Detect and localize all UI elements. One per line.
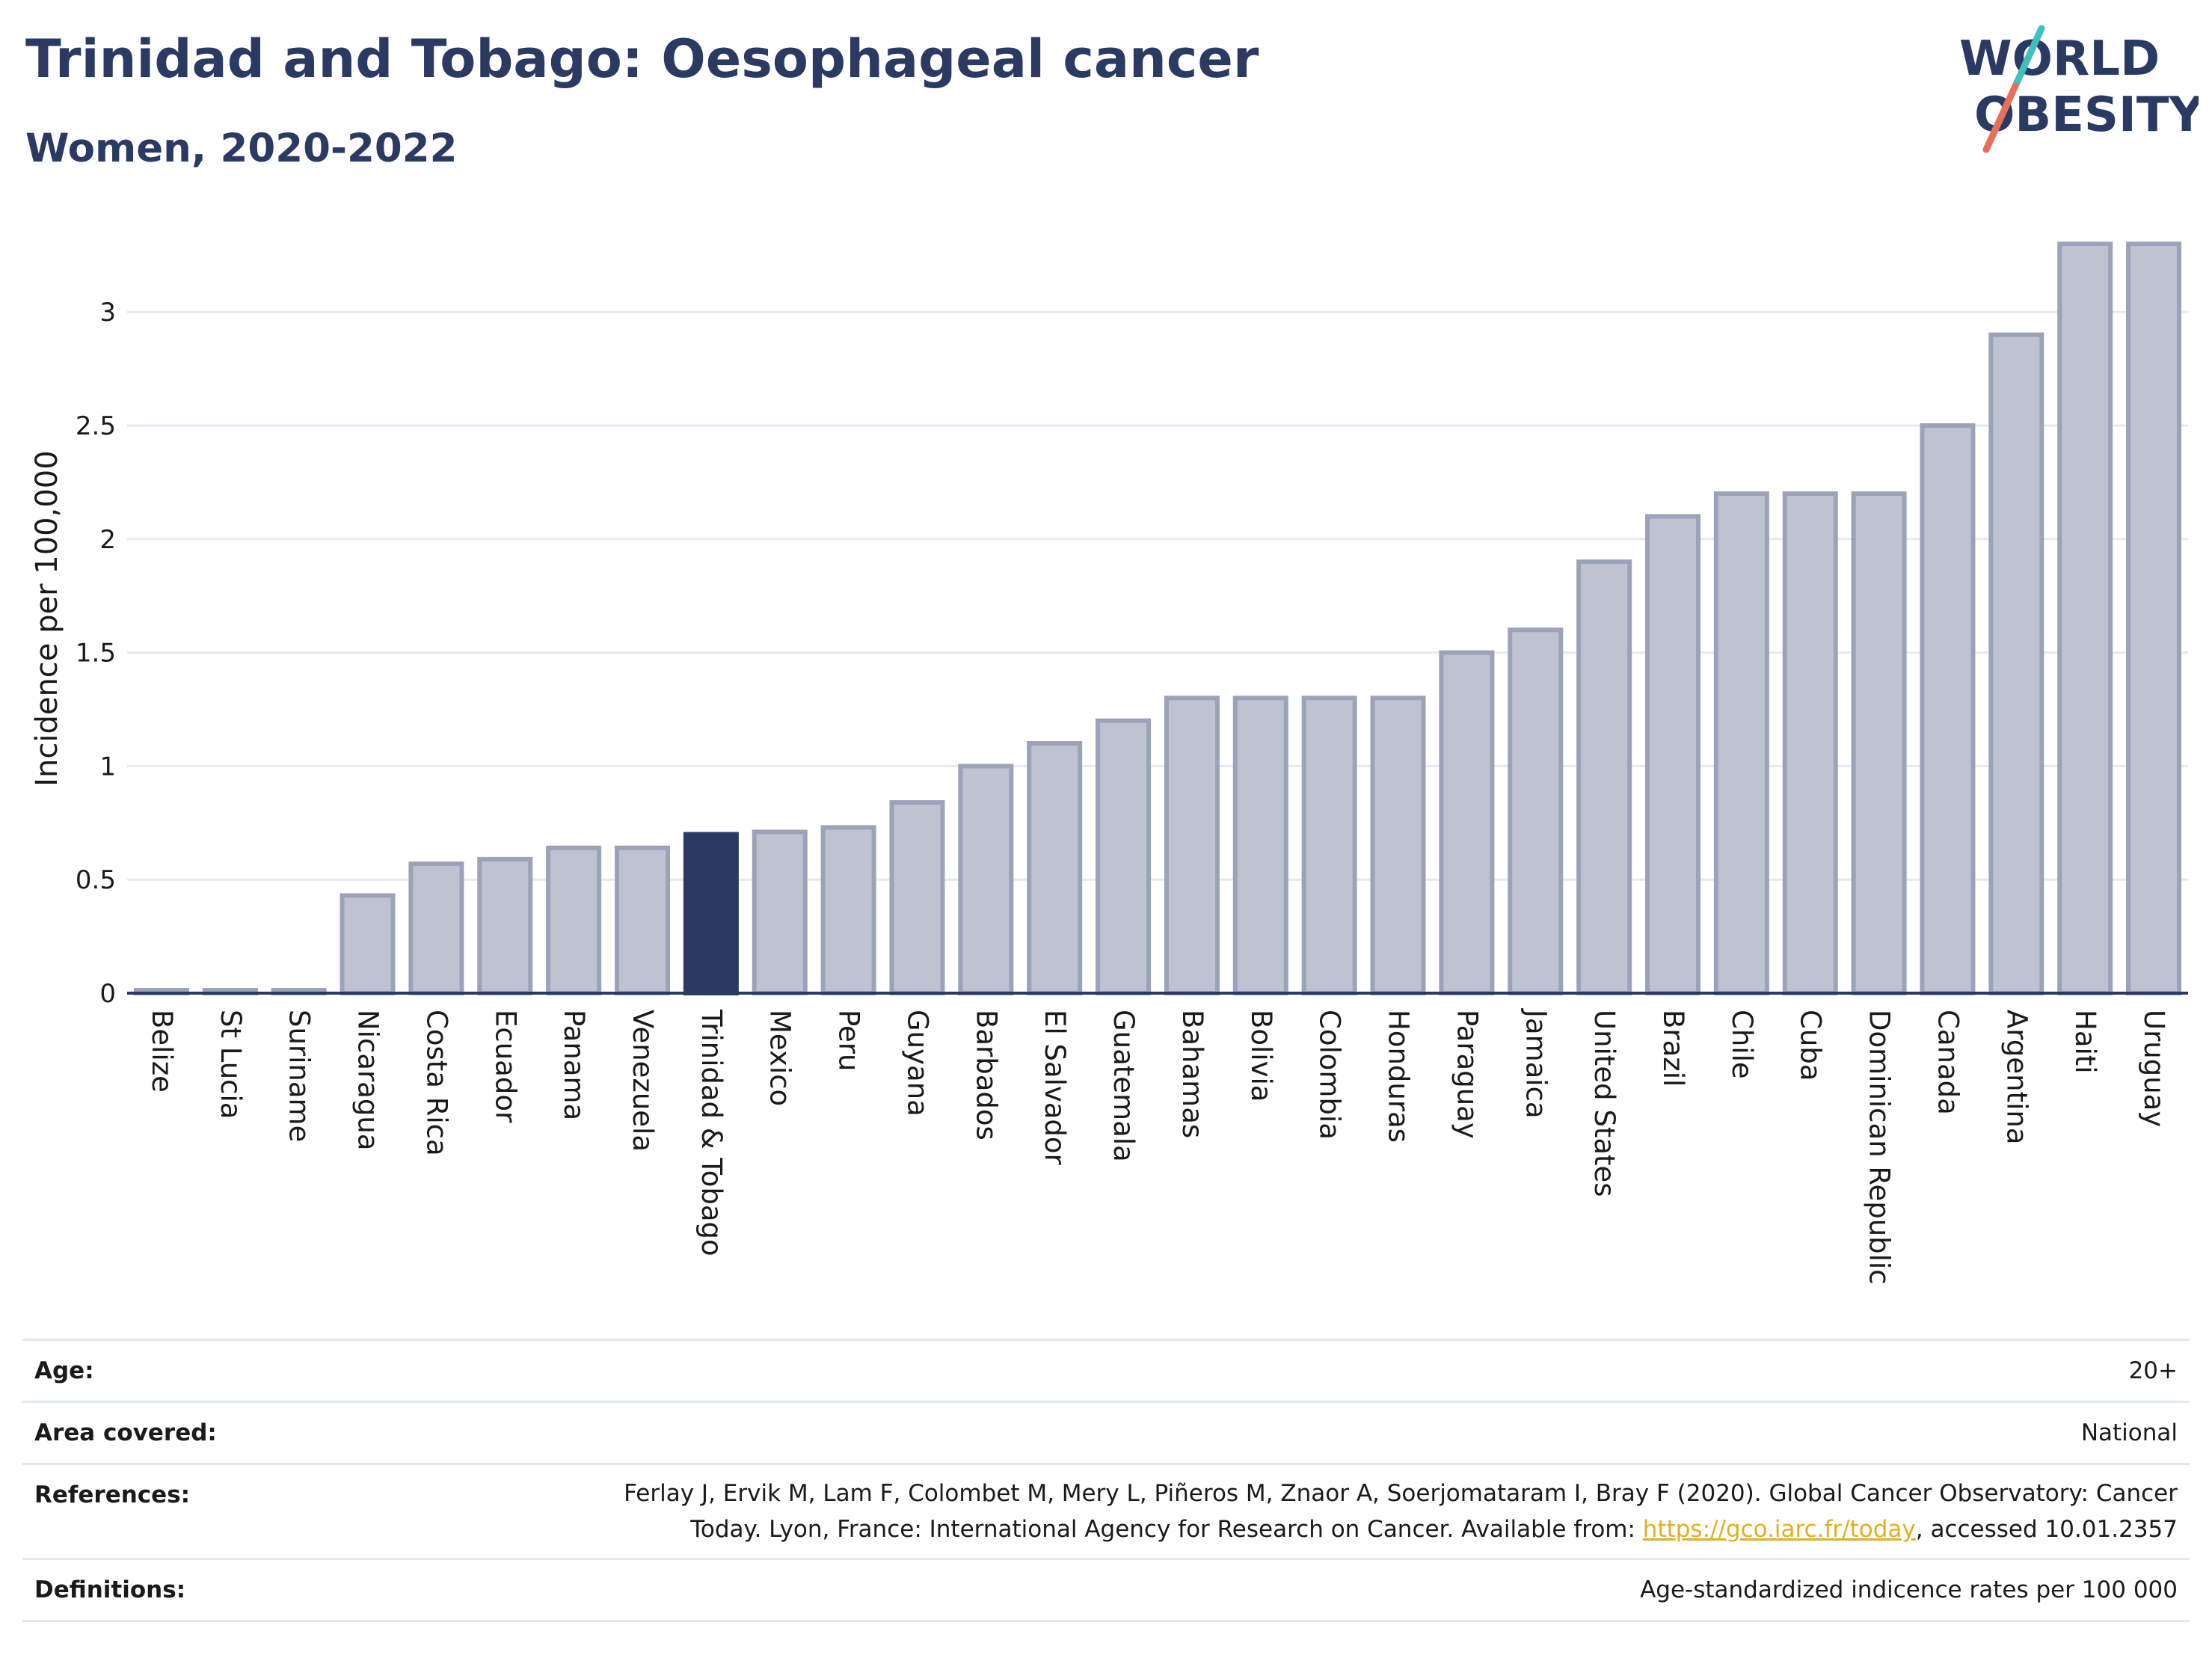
- x-tick-label: St Lucia: [215, 1010, 247, 1119]
- y-tick-label: 1: [99, 752, 116, 782]
- bar-honduras[interactable]: [1370, 696, 1426, 995]
- info-row-definitions: Definitions: Age-standardized indicence …: [22, 1558, 2190, 1622]
- definitions-value: Age-standardized indicence rates per 100…: [1640, 1576, 2178, 1603]
- x-tick-label: Brazil: [1657, 1010, 1689, 1087]
- world-obesity-logo: WORLD OBESITY: [1959, 25, 2199, 153]
- bar-cuba[interactable]: [1782, 491, 1838, 995]
- x-tick-label: Barbados: [970, 1010, 1002, 1140]
- references-line2-post: , accessed 10.01.2357: [1915, 1516, 2178, 1543]
- bar-barbados[interactable]: [958, 764, 1014, 996]
- x-tick-label: Guatemala: [1107, 1010, 1140, 1162]
- x-tick-label: Cuba: [1795, 1010, 1827, 1081]
- chart-title: Trinidad and Tobago: Oesophageal cancer: [25, 28, 1259, 90]
- age-value: 20+: [2128, 1357, 2178, 1384]
- bar-guyana[interactable]: [889, 799, 945, 995]
- y-axis-label: Incidence per 100,000: [30, 450, 64, 787]
- x-tick-label: Chile: [1726, 1010, 1758, 1079]
- x-tick-label: Jamaica: [1520, 1008, 1552, 1119]
- bar-bahamas[interactable]: [1164, 696, 1220, 995]
- bar-haiti[interactable]: [2057, 242, 2113, 995]
- x-tick-label: Guyana: [901, 1010, 933, 1117]
- x-tick-label: Belize: [146, 1010, 178, 1093]
- bar-guatemala[interactable]: [1096, 718, 1152, 995]
- y-tick-label: 2.5: [76, 411, 116, 441]
- bar-ecuador[interactable]: [477, 856, 533, 995]
- bar-brazil[interactable]: [1645, 514, 1701, 995]
- x-tick-label: Costa Rica: [420, 1010, 452, 1156]
- bar-argentina[interactable]: [1988, 332, 2044, 995]
- logo-slash-teal: [2012, 25, 2045, 90]
- references-value: Ferlay J, Ervik M, Lam F, Colombet M, Me…: [308, 1476, 2178, 1547]
- bar-uruguay[interactable]: [2126, 242, 2182, 995]
- x-tick-label: Nicaragua: [352, 1010, 384, 1150]
- area-value: National: [2080, 1419, 2178, 1446]
- bar-paraguay[interactable]: [1439, 650, 1495, 995]
- bar-el-salvador[interactable]: [1027, 741, 1083, 995]
- x-tick-label: Haiti: [2069, 1010, 2101, 1074]
- x-tick-label: Peru: [833, 1010, 865, 1071]
- info-row-references: References: Ferlay J, Ervik M, Lam F, Co…: [22, 1463, 2190, 1558]
- x-tick-label: Honduras: [1383, 1010, 1415, 1143]
- x-tick-label: Panama: [558, 1010, 590, 1120]
- references-line1: Ferlay J, Ervik M, Lam F, Colombet M, Me…: [624, 1480, 2178, 1507]
- bar-bolivia[interactable]: [1232, 696, 1288, 995]
- x-tick-label: Mexico: [764, 1010, 796, 1106]
- references-line2: Today. Lyon, France: International Agenc…: [308, 1511, 2178, 1547]
- y-tick-label: 3: [99, 298, 116, 328]
- x-tick-label: Paraguay: [1451, 1010, 1483, 1139]
- x-tick-label: Bahamas: [1176, 1010, 1208, 1138]
- info-row-age: Age: 20+: [22, 1339, 2190, 1401]
- x-tick-label: United States: [1588, 1010, 1620, 1197]
- bar-dominican-republic[interactable]: [1851, 491, 1907, 995]
- y-tick-label: 0.5: [76, 865, 116, 895]
- x-tick-label: Dominican Republic: [1864, 1010, 1896, 1285]
- bar-canada[interactable]: [1920, 423, 1976, 995]
- x-tick-label: Colombia: [1314, 1010, 1346, 1140]
- x-tick-label: El Salvador: [1039, 1010, 1071, 1166]
- references-link[interactable]: https://gco.iarc.fr/today: [1642, 1516, 1916, 1543]
- bar-peru[interactable]: [820, 825, 876, 995]
- definitions-label: Definitions:: [34, 1576, 186, 1603]
- x-tick-label: Trinidad & Tobago: [695, 1009, 728, 1256]
- bar-colombia[interactable]: [1301, 696, 1357, 995]
- bar-united-states[interactable]: [1576, 559, 1632, 995]
- y-tick-label: 0: [99, 979, 116, 1009]
- bar-trinidad-tobago[interactable]: [683, 832, 739, 995]
- bar-jamaica[interactable]: [1508, 627, 1564, 995]
- bar-mexico[interactable]: [752, 829, 808, 995]
- logo-text-world: WORLD: [1959, 31, 2160, 87]
- references-label: References:: [34, 1481, 191, 1508]
- x-tick-label: Venezuela: [627, 1010, 659, 1152]
- info-row-area: Area covered: National: [22, 1401, 2190, 1463]
- info-table: Age: 20+ Area covered: National Referenc…: [22, 1339, 2190, 1622]
- x-tick-label: Ecuador: [489, 1010, 521, 1123]
- x-tick-label: Canada: [1932, 1010, 1964, 1115]
- age-label: Age:: [34, 1357, 94, 1384]
- bar-nicaragua[interactable]: [340, 893, 396, 996]
- x-tick-label: Suriname: [283, 1010, 316, 1142]
- bar-panama[interactable]: [546, 845, 602, 996]
- bar-costa-rica[interactable]: [408, 861, 464, 995]
- y-tick-label: 2: [99, 525, 116, 555]
- references-line2-pre: Today. Lyon, France: International Agenc…: [690, 1516, 1643, 1543]
- x-tick-label: Uruguay: [2138, 1010, 2170, 1127]
- x-tick-label: Bolivia: [1245, 1010, 1277, 1102]
- y-tick-label: 1.5: [76, 639, 116, 669]
- x-tick-label: Argentina: [2000, 1010, 2033, 1144]
- bar-chile[interactable]: [1713, 491, 1769, 995]
- chart-subtitle: Women, 2020-2022: [25, 126, 458, 171]
- bar-venezuela[interactable]: [615, 845, 670, 996]
- logo-slash-coral: [1982, 82, 2019, 153]
- bar-chart: 0 0.5 1 1.5 2 2.5 3 Incidence per 100,000 Belize…: [30, 242, 2188, 1285]
- area-label: Area covered:: [34, 1419, 217, 1446]
